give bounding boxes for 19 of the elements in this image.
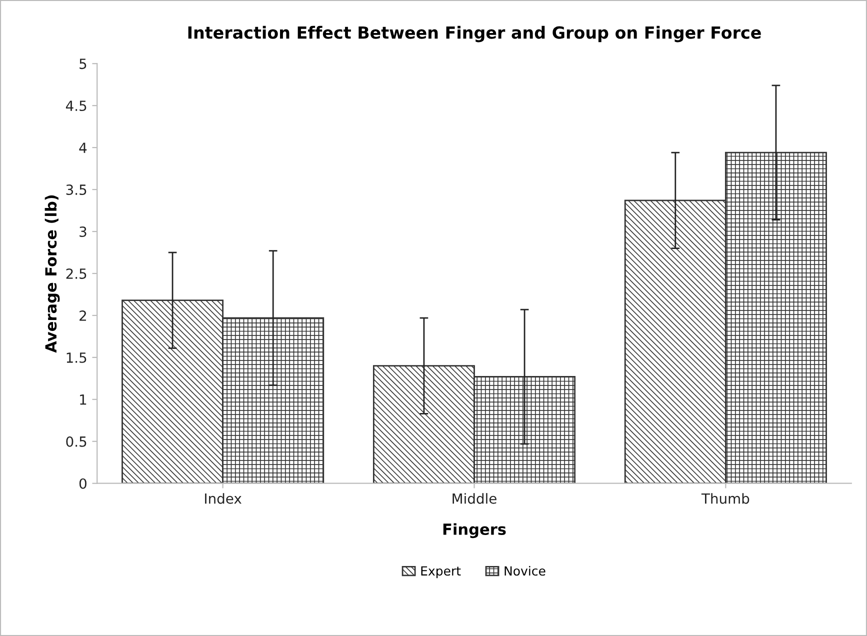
legend-label: Expert: [421, 566, 461, 578]
x-tick-label: Index: [205, 493, 242, 504]
y-tick-label: 0.5: [66, 436, 86, 447]
y-tick-label: 4: [79, 142, 87, 153]
y-tick-label: 5: [80, 58, 86, 70]
y-tick-label: 4.5: [66, 100, 86, 112]
y-tick-label: 1.5: [66, 352, 86, 363]
x-axis-title: Fingers: [443, 523, 506, 538]
x-tick-label: Thumb: [701, 493, 750, 504]
y-tick-label: 2: [80, 310, 86, 321]
y-axis-title: Average Force (lb): [44, 195, 60, 353]
y-tick-label: 1: [80, 394, 86, 405]
y-tick-label: 3: [80, 226, 86, 237]
x-tick-label: Middle: [452, 493, 496, 504]
y-tick-label: 2.5: [66, 268, 86, 279]
chart-title: Interaction Effect Between Finger and Group on Finger Force: [188, 26, 761, 42]
legend-label: Novice: [504, 566, 546, 576]
y-tick-label: 0: [79, 478, 86, 489]
y-tick-label: 3.5: [66, 184, 86, 195]
